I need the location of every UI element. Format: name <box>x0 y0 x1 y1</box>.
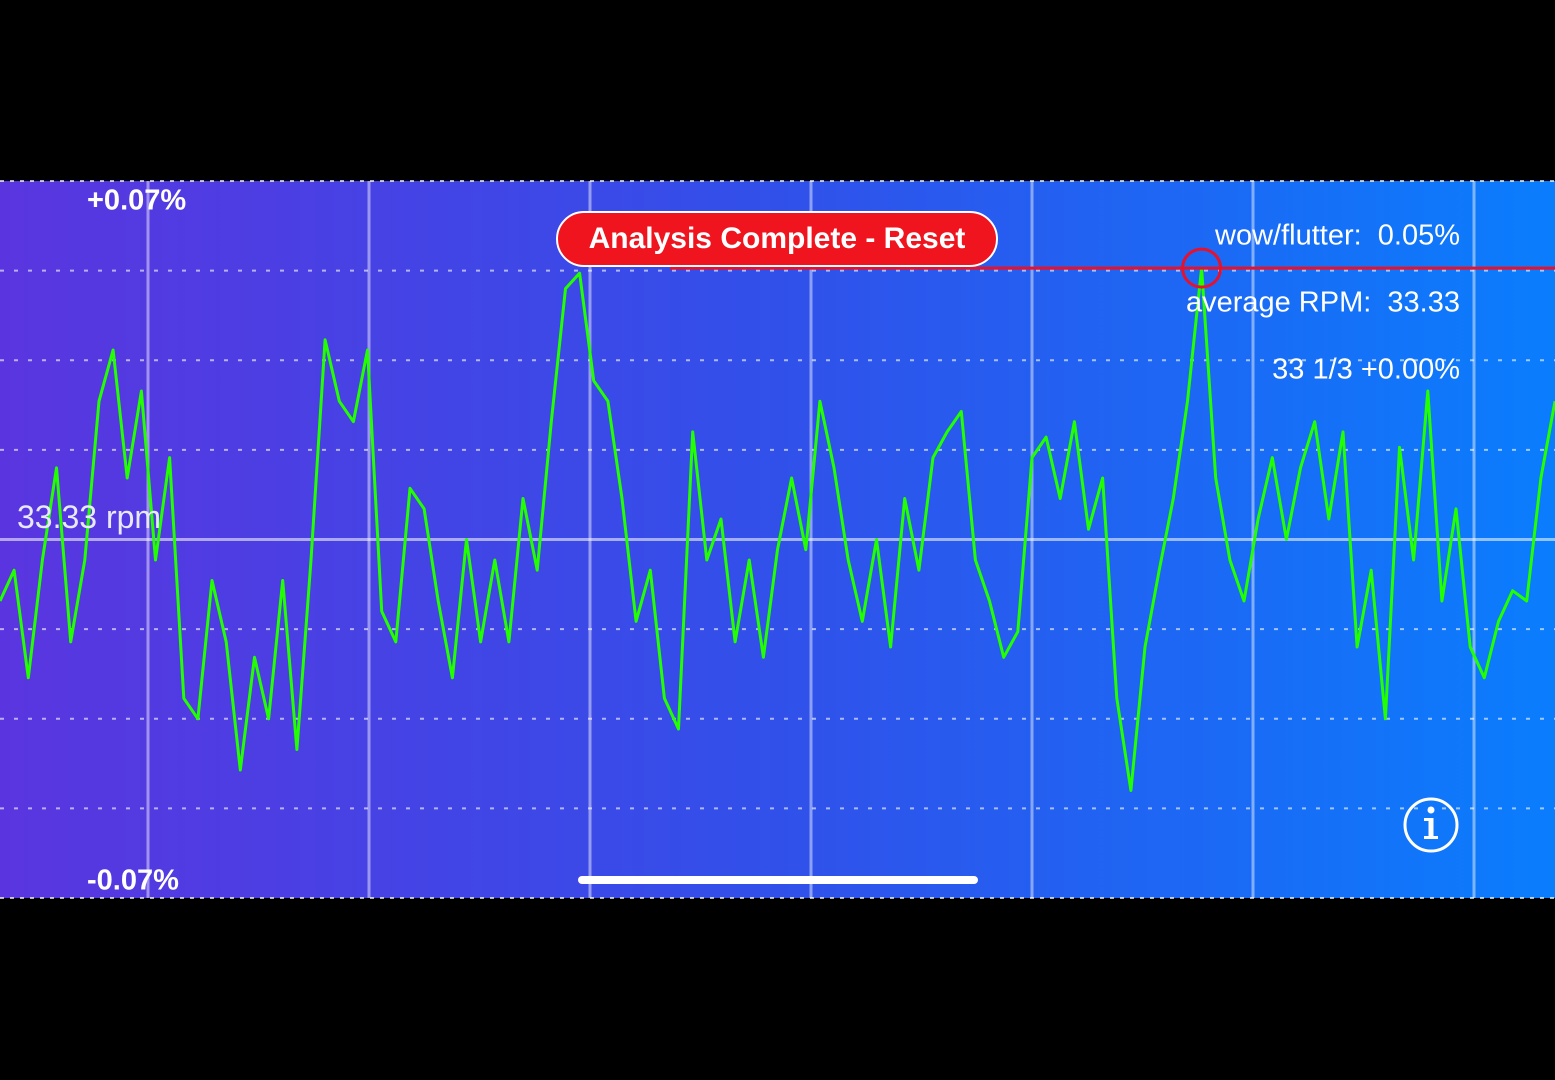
speed-deviation: 33 1/3 +0.00% <box>1272 354 1460 386</box>
info-stem[interactable] <box>1428 818 1434 838</box>
button-background[interactable] <box>556 211 998 267</box>
wow-flutter: wow/flutter: 0.05% <box>1214 220 1460 252</box>
info-serif[interactable] <box>1424 818 1431 821</box>
y-tick-label: -0.07% <box>87 865 179 897</box>
info-circle[interactable] <box>1403 797 1459 853</box>
home-indicator <box>578 876 978 884</box>
button-label[interactable]: Analysis Complete - Reset <box>589 222 966 255</box>
info-dot[interactable] <box>1427 806 1435 814</box>
y-tick-label: 33.33 rpm <box>17 499 161 535</box>
average-rpm: average RPM: 33.33 <box>1186 287 1460 319</box>
peak-marker <box>1181 247 1223 289</box>
grid <box>0 180 1555 899</box>
info-base[interactable] <box>1424 836 1438 839</box>
speed-trace <box>0 266 1555 792</box>
info-button[interactable] <box>1403 797 1459 853</box>
y-tick-label: +0.07% <box>87 185 186 217</box>
reset-button[interactable]: Analysis Complete - Reset <box>556 211 998 267</box>
labels: +0.07% 33.33 rpm -0.07% <box>17 185 186 897</box>
plot <box>0 247 1555 792</box>
